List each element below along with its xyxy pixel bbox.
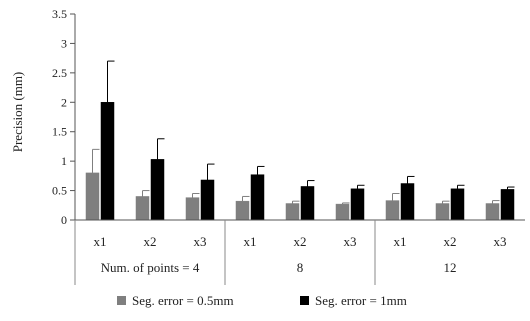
bar — [485, 203, 500, 221]
group-label: 8 — [297, 260, 304, 275]
bar — [350, 188, 365, 221]
group-label: Num. of points = 4 — [101, 260, 200, 275]
axes — [74, 14, 525, 221]
bar — [235, 200, 250, 221]
y-tick-label: 1.5 — [52, 125, 67, 139]
bar — [335, 203, 350, 221]
bar — [300, 186, 315, 221]
bar — [250, 174, 265, 221]
y-tick-label: 3.5 — [52, 7, 67, 21]
legend-swatch — [117, 296, 126, 305]
bar — [200, 179, 215, 221]
y-tick-label: 1 — [61, 154, 67, 168]
bar — [285, 203, 300, 221]
y-tick-label: 2 — [61, 95, 67, 109]
x-tick-label: x1 — [394, 234, 407, 249]
bar — [150, 159, 165, 221]
group-label: 12 — [444, 260, 457, 275]
bar — [385, 200, 400, 221]
x-tick-label: x3 — [494, 234, 507, 249]
bar — [185, 197, 200, 221]
x-tick-label: x2 — [444, 234, 457, 249]
legend: Seg. error = 0.5mm Seg. error = 1mm — [117, 293, 407, 308]
x-tick-label: x2 — [144, 234, 157, 249]
bar — [450, 188, 465, 221]
x-axis-tick-labels: x1 x2 x3 x1 x2 x3 x1 x2 x3 Num. of points = 4 8 12 — [74, 220, 507, 285]
legend-label: Seg. error = 0.5mm — [132, 293, 234, 308]
x-tick-label: x3 — [344, 234, 357, 249]
legend-swatch — [300, 296, 309, 305]
bars — [85, 60, 515, 221]
bar — [400, 183, 415, 221]
y-tick-label: 0.5 — [52, 184, 67, 198]
y-tick-label: 3 — [61, 36, 67, 50]
legend-label: Seg. error = 1mm — [315, 293, 407, 308]
bar — [500, 189, 515, 221]
x-tick-label: x1 — [94, 234, 107, 249]
y-axis-label: Precision (mm) — [10, 72, 25, 153]
bar — [100, 102, 115, 221]
bar — [85, 172, 100, 221]
x-tick-label: x3 — [194, 234, 207, 249]
y-axis-ticks: 0 0.5 1 1.5 2 2.5 3 3.5 — [52, 7, 75, 227]
bar — [135, 196, 150, 221]
y-tick-label: 2.5 — [52, 66, 67, 80]
x-tick-label: x2 — [294, 234, 307, 249]
x-tick-label: x1 — [244, 234, 257, 249]
bar — [435, 203, 450, 221]
y-tick-label: 0 — [61, 213, 67, 227]
